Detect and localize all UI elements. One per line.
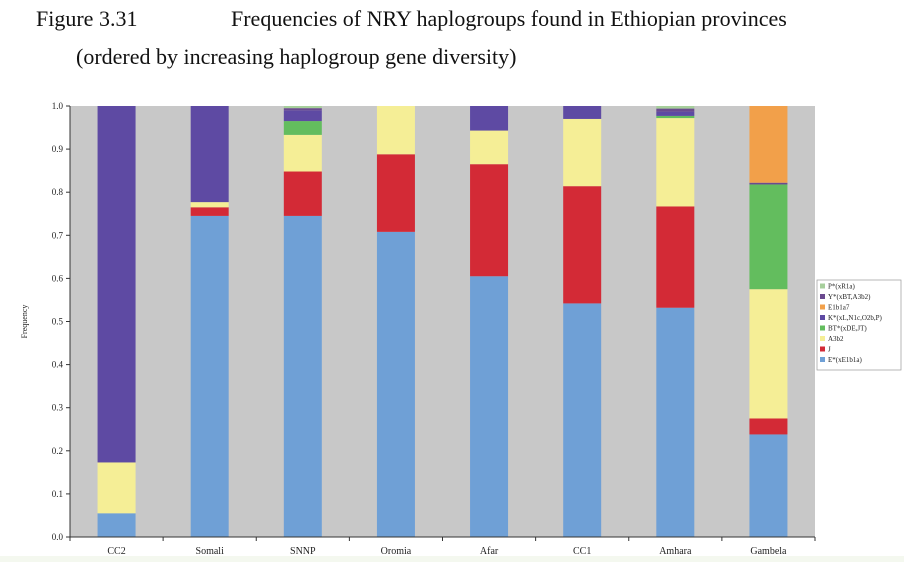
legend-swatch — [820, 304, 825, 310]
bar-segment-somali-2 — [190, 202, 229, 208]
legend-entry-label: J — [828, 346, 831, 354]
x-tick-label: Oromia — [381, 546, 412, 557]
bar-segment-gambela-3 — [749, 184, 788, 290]
bar-segment-cc1-2 — [563, 118, 602, 187]
bar-segment-amhara-1 — [656, 206, 695, 308]
legend-entry-label: BT*(xDE,JT) — [828, 325, 867, 333]
legend-swatch — [820, 283, 825, 289]
legend-swatch — [820, 357, 825, 362]
legend-box — [816, 279, 902, 371]
bar-segment-cc2-4 — [97, 106, 136, 463]
bar-segment-cc1-0 — [563, 303, 602, 537]
bar-segment-snnp-7 — [283, 106, 322, 109]
y-tick-label: 0.2 — [52, 446, 63, 456]
bar-segment-snnp-0 — [283, 215, 322, 537]
bar-segment-somali-4 — [190, 106, 229, 203]
legend-swatch — [820, 294, 825, 299]
bar-segment-amhara-4 — [656, 111, 695, 116]
x-tick-label: Somali — [196, 546, 225, 557]
x-tick-label: Amhara — [659, 546, 692, 557]
x-tick-label: Afar — [480, 546, 499, 557]
bar-segment-oromia-1 — [376, 154, 415, 232]
legend-swatch — [820, 315, 825, 320]
y-tick-label: 0.0 — [52, 532, 64, 542]
bar-segment-snnp-3 — [283, 121, 322, 135]
bar-segment-afar-4 — [470, 106, 509, 131]
figure-caption: Figure 3.31 Frequencies of NRY haplogroup… — [36, 6, 787, 32]
x-tick-label: SNNP — [290, 546, 316, 557]
bar-segment-gambela-6 — [749, 106, 788, 183]
bar-segment-oromia-2 — [376, 106, 415, 155]
axes-group: CC2 Somali SNNP Oromia Afar CC1 Amhara Gambela 0… — [52, 101, 816, 557]
bar-segment-gambela-0 — [749, 434, 788, 537]
y-tick-label: 0.3 — [52, 403, 64, 413]
legend-entry-label: E*(xE1b1a) — [828, 356, 862, 364]
legend-swatch — [820, 325, 825, 331]
legend-entry-label: A3b2 — [828, 335, 844, 343]
bars-group — [97, 106, 788, 538]
bar-segment-cc2-2 — [97, 462, 136, 514]
bar-segment-gambela-1 — [749, 418, 788, 435]
x-tick-label: Gambela — [750, 546, 787, 557]
y-axis-label: Frequency — [20, 305, 29, 339]
legend-entry-label: K*(xL,N1c,O2b,P) — [828, 314, 883, 322]
figure-title: Frequencies of NRY haplogroups found in … — [231, 6, 787, 31]
bar-segment-amhara-2 — [656, 118, 695, 207]
x-tick-label: CC1 — [573, 546, 591, 557]
figure-number: Figure 3.31 — [36, 6, 138, 31]
legend-swatch — [820, 346, 825, 352]
x-tick-label: CC2 — [107, 546, 125, 557]
bar-segment-cc1-1 — [563, 186, 602, 304]
bar-segment-gambela-5 — [749, 182, 788, 185]
bar-segment-afar-1 — [470, 164, 509, 277]
y-tick-label: 0.4 — [52, 360, 64, 370]
plot-background — [70, 106, 815, 537]
y-tick-label: 0.6 — [52, 273, 64, 283]
bar-segment-snnp-5 — [283, 108, 322, 111]
bar-segment-amhara-3 — [656, 115, 695, 119]
legend-entry-label: Y*(xBT,A3b2) — [828, 293, 871, 301]
bar-segment-somali-0 — [190, 215, 229, 537]
y-tick-label: 0.9 — [52, 144, 64, 154]
y-tick-label: 1.0 — [52, 101, 64, 111]
bar-segment-amhara-0 — [656, 307, 695, 537]
bar-segment-snnp-2 — [283, 134, 322, 172]
page-bottom-strip — [0, 556, 904, 562]
legend: P*(xR1a) Y*(xBT,A3b2) E1b1a7 K*(xL,N1c,O2b,… — [816, 279, 902, 371]
legend-entry-label: E1b1a7 — [828, 304, 850, 312]
legend-swatch — [820, 336, 825, 341]
bar-segment-cc1-4 — [563, 106, 602, 119]
bar-segment-somali-1 — [190, 207, 229, 216]
y-tick-label: 0.1 — [52, 489, 63, 499]
bar-segment-oromia-0 — [376, 231, 415, 538]
figure-subtitle: (ordered by increasing haplogroup gene d… — [76, 44, 517, 69]
bar-segment-gambela-2 — [749, 289, 788, 419]
bar-segment-snnp-4 — [283, 110, 322, 122]
bar-segment-afar-2 — [470, 130, 509, 165]
y-tick-label: 0.8 — [52, 187, 64, 197]
bar-segment-afar-0 — [470, 276, 509, 537]
bar-segment-amhara-5 — [656, 108, 695, 112]
bar-segment-amhara-7 — [656, 106, 695, 109]
legend-entry-label: P*(xR1a) — [828, 283, 856, 291]
bar-segment-snnp-1 — [283, 171, 322, 216]
bar-segment-cc2-0 — [97, 513, 136, 537]
y-tick-label: 0.7 — [52, 230, 64, 240]
y-tick-label: 0.5 — [52, 317, 64, 327]
